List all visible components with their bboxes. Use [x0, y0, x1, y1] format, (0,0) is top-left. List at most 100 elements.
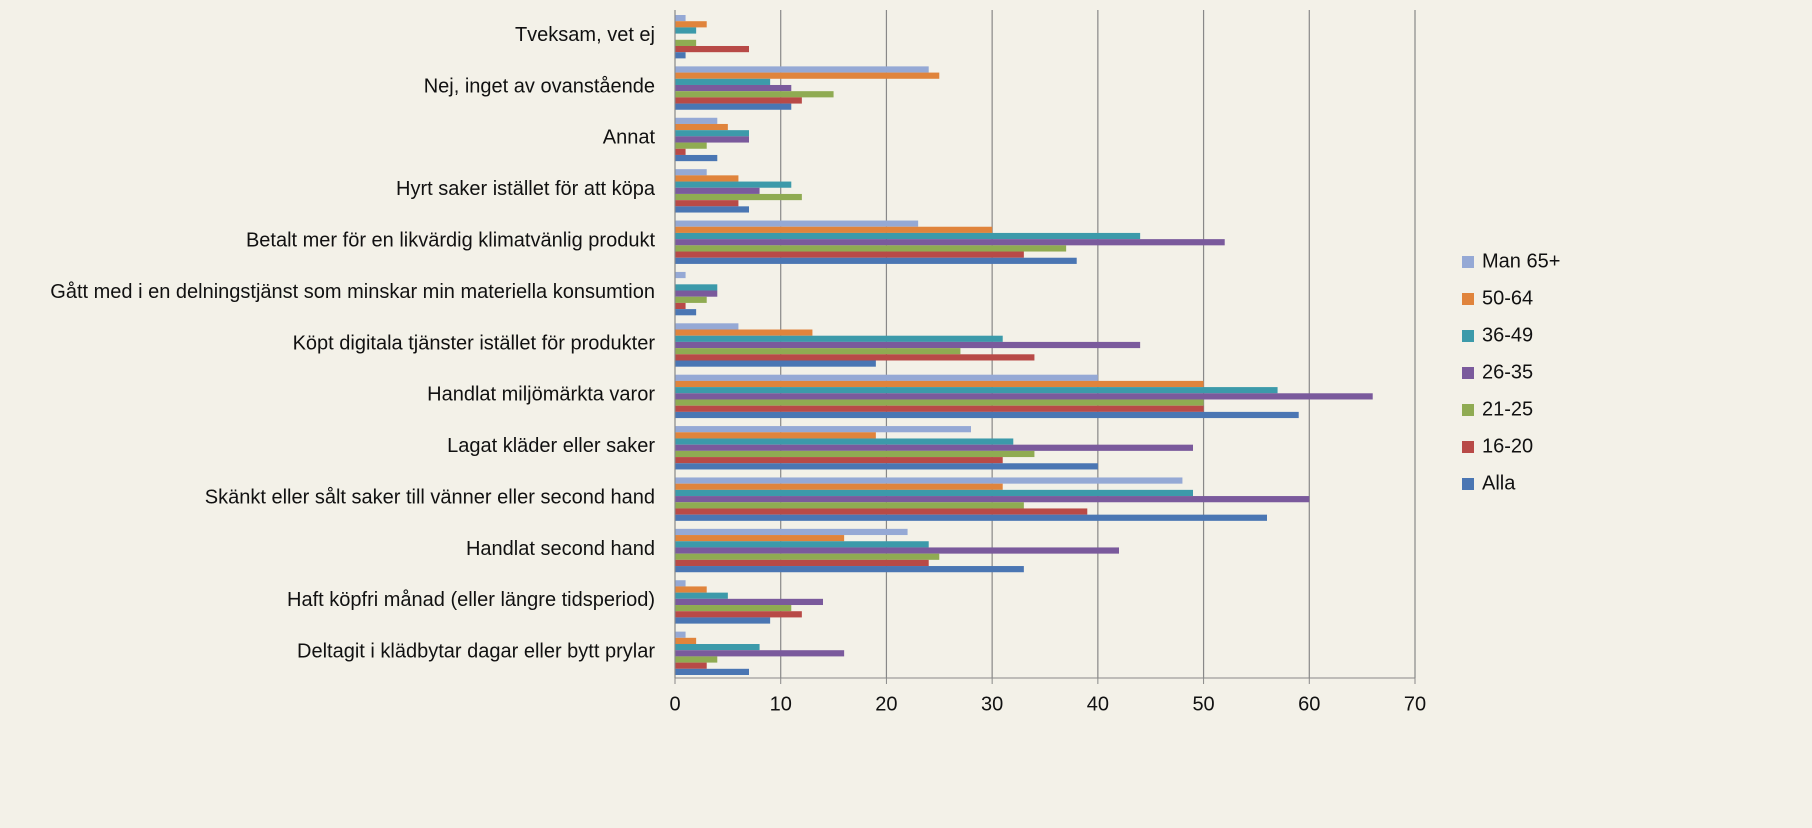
category-label: Handlat second hand	[466, 538, 655, 560]
bar	[675, 432, 876, 439]
bar	[675, 541, 929, 548]
bar	[675, 66, 929, 73]
bar	[675, 580, 686, 587]
bar	[675, 335, 1003, 342]
bar	[675, 21, 707, 28]
bar	[675, 668, 749, 675]
bar	[675, 547, 1119, 554]
bar	[675, 39, 697, 46]
x-tick-label: 0	[669, 693, 680, 715]
bar	[675, 463, 1098, 470]
bar	[675, 193, 802, 201]
category-label: Deltagit i klädbytar dagar eller bytt pr…	[297, 641, 655, 663]
bar	[675, 323, 739, 330]
category-label: Lagat kläder eller saker	[447, 435, 655, 457]
bar	[675, 123, 728, 131]
bar	[675, 393, 1373, 400]
legend-label: 21-25	[1482, 398, 1533, 420]
bar	[675, 617, 771, 624]
legend-swatch	[1462, 404, 1474, 416]
bar	[675, 72, 940, 79]
bar	[675, 200, 739, 207]
bar	[675, 245, 1067, 252]
category-label: Nej, inget av ovanstående	[424, 75, 655, 97]
bar	[675, 341, 1141, 349]
bar	[675, 52, 686, 59]
bar	[675, 496, 1310, 503]
bar	[675, 257, 1077, 264]
category-label: Betalt mer för en likvärdig klimatvänlig…	[246, 230, 656, 252]
bar	[675, 502, 1024, 509]
bar	[675, 271, 686, 279]
bar	[675, 15, 686, 22]
bar	[675, 566, 1024, 573]
bar	[675, 148, 686, 155]
bar	[675, 175, 739, 182]
legend-swatch	[1462, 478, 1474, 490]
bar	[675, 97, 802, 104]
legend-label: Man 65+	[1482, 250, 1560, 272]
bar	[675, 457, 1003, 464]
bar	[675, 477, 1183, 484]
bar	[675, 290, 718, 297]
bar	[675, 411, 1299, 419]
legend-swatch	[1462, 330, 1474, 342]
bar	[675, 592, 728, 599]
x-tick-label: 50	[1192, 693, 1214, 715]
legend-label: 26-35	[1482, 361, 1533, 383]
bar	[675, 535, 845, 542]
bar	[675, 380, 1204, 388]
bar	[675, 656, 718, 663]
bar	[675, 508, 1088, 515]
bar	[675, 598, 823, 606]
bar	[675, 426, 971, 433]
bar	[675, 444, 1193, 451]
category-label: Hyrt saker istället för att köpa	[396, 178, 656, 200]
bar	[675, 637, 697, 645]
category-label: Köpt digitala tjänster istället för prod…	[293, 332, 656, 354]
bar	[675, 239, 1225, 246]
bar	[675, 559, 929, 567]
bar	[675, 374, 1098, 381]
bar	[675, 27, 697, 34]
legend-swatch	[1462, 256, 1474, 268]
bar	[675, 232, 1141, 240]
bar	[675, 91, 834, 98]
bar	[675, 650, 845, 657]
bar	[675, 302, 686, 310]
bar	[675, 154, 718, 162]
category-label: Gått med i en delningstjänst som minskar…	[50, 281, 655, 303]
bar	[675, 309, 697, 316]
bar	[675, 605, 792, 612]
x-tick-label: 70	[1404, 693, 1426, 715]
bar	[675, 78, 771, 85]
bar	[675, 489, 1193, 497]
bar	[675, 169, 707, 176]
category-label: Tveksam, vet ej	[515, 24, 655, 46]
legend-label: Alla	[1482, 472, 1516, 494]
bar	[675, 450, 1035, 458]
bar	[675, 662, 707, 669]
bar	[675, 631, 686, 638]
bar	[675, 296, 707, 303]
category-label: Handlat miljömärkta varor	[427, 384, 655, 406]
legend-swatch	[1462, 441, 1474, 453]
bar	[675, 644, 760, 651]
bar	[675, 226, 993, 233]
legend-label: 16-20	[1482, 435, 1533, 457]
bar	[675, 438, 1014, 445]
bar	[675, 354, 1035, 361]
bar	[675, 284, 718, 291]
category-label: Skänkt eller sålt saker till vänner elle…	[205, 486, 655, 508]
bar	[675, 181, 792, 188]
bar	[675, 84, 792, 92]
bar	[675, 387, 1278, 394]
bar	[675, 553, 940, 560]
bar	[675, 528, 908, 536]
bar	[675, 206, 749, 213]
bar	[675, 514, 1267, 521]
bar	[675, 483, 1003, 490]
bar	[675, 220, 919, 227]
x-tick-label: 10	[770, 693, 792, 715]
